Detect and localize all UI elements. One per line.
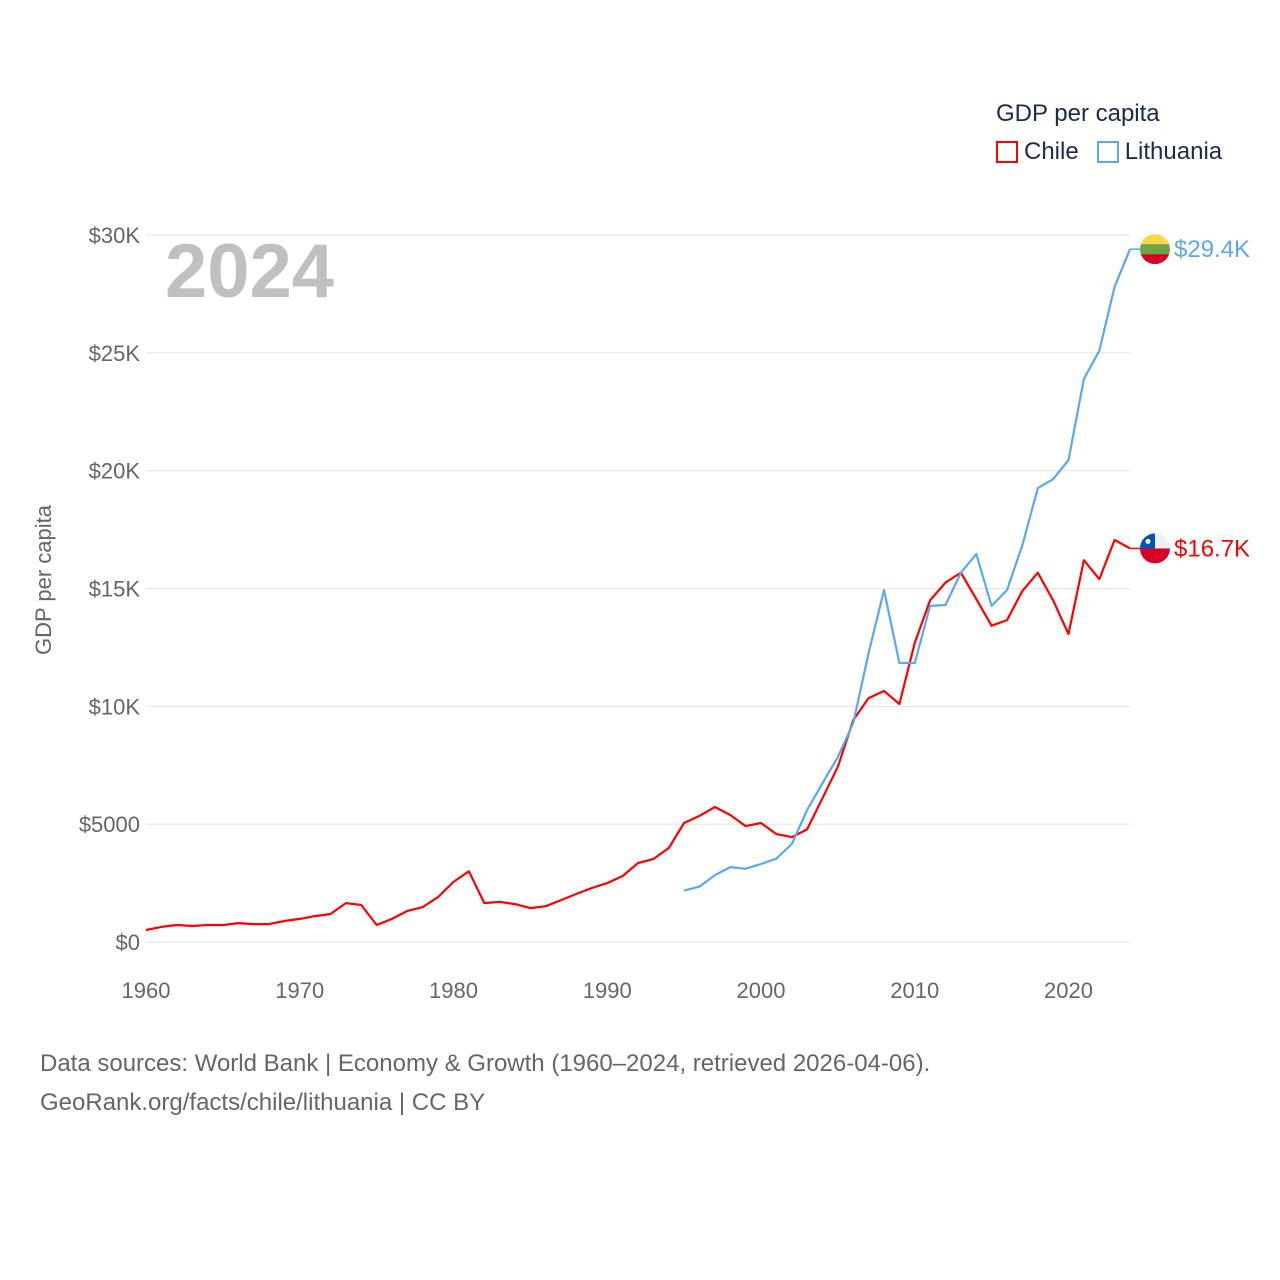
legend-label: Lithuania: [1124, 138, 1223, 165]
source-link[interactable]: GeoRank.org/facts/chile/lithuania | CC B…: [40, 1089, 486, 1116]
series-line-chile: [145, 538, 1131, 932]
legend-title: GDP per capita: [996, 100, 1160, 127]
flag-stripe: [1140, 244, 1170, 255]
data-source-footer: Data sources: World Bank | Economy & Gro…: [40, 1044, 930, 1122]
y-axis: $0 $5000 $10K $15K $20K $25K $30K: [79, 223, 141, 955]
flag-icon-lithuania: [1140, 234, 1170, 265]
flag-star: [1145, 538, 1151, 544]
flag-stripe: [1140, 254, 1170, 265]
x-tick-label: 2000: [737, 978, 786, 1003]
x-tick-label: 2020: [1044, 978, 1093, 1003]
end-value-label: $29.4K: [1174, 236, 1250, 263]
y-tick-label: $15K: [89, 577, 141, 602]
flag-body: [1140, 533, 1170, 564]
end-labels: $16.7K $29.4K: [1130, 234, 1250, 564]
end-value-label: $16.7K: [1174, 535, 1250, 562]
x-tick-label: 1970: [275, 978, 324, 1003]
flag-body: [1140, 234, 1170, 265]
legend-label: Chile: [1024, 138, 1079, 165]
y-tick-label: $0: [116, 930, 140, 955]
legend-swatch-chile: [996, 141, 1018, 163]
grid: [146, 234, 1130, 943]
legend-item-lithuania[interactable]: Lithuania: [1096, 138, 1223, 166]
y-tick-label: $5000: [79, 812, 140, 837]
y-tick-label: $20K: [89, 459, 141, 484]
series-lines: [145, 248, 1132, 932]
flag-stripe: [1140, 548, 1170, 564]
x-axis: 1960 1970 1980 1990 2000 2010 2020: [122, 978, 1093, 1003]
flag-icon-chile: [1140, 533, 1170, 564]
x-tick-label: 1960: [122, 978, 171, 1003]
legend-swatch-lithuania: [1096, 141, 1119, 163]
x-tick-label: 2010: [890, 978, 939, 1003]
series-line-lithuania: [683, 248, 1132, 892]
source-line: Data sources: World Bank | Economy & Gro…: [40, 1050, 931, 1077]
legend: GDP per capita Chile Lithuania: [996, 100, 1222, 166]
x-tick-label: 1980: [429, 978, 478, 1003]
x-tick-label: 1990: [583, 978, 632, 1003]
current-year-label: 2024: [165, 229, 335, 314]
y-tick-label: $10K: [89, 694, 141, 719]
legend-item-chile[interactable]: Chile: [996, 138, 1079, 166]
flag-stripe: [1140, 234, 1170, 245]
y-tick-label: $30K: [89, 223, 141, 248]
y-axis-label: GDP per capita: [31, 504, 56, 655]
y-tick-label: $25K: [89, 341, 141, 366]
